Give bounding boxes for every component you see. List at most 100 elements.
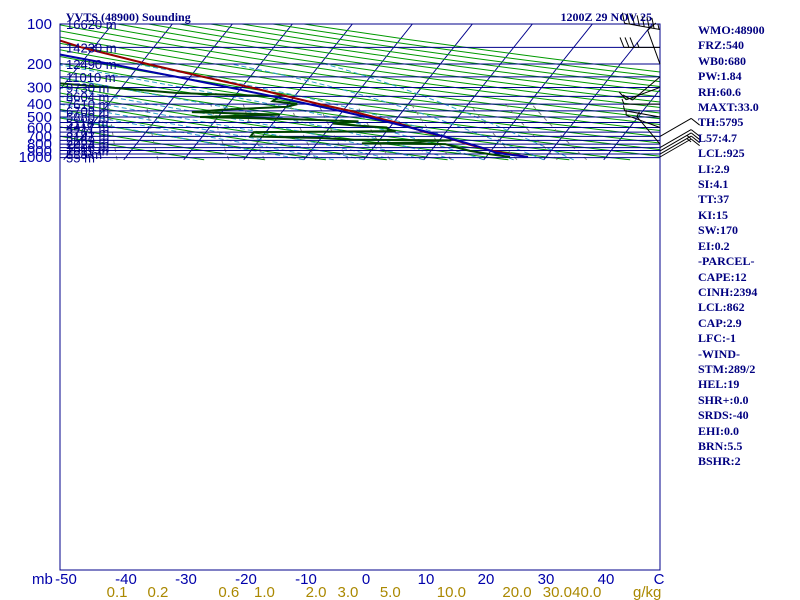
index-item: BSHR:2 xyxy=(698,454,741,469)
height-label: 6708 m xyxy=(66,104,109,119)
mixing-ratio-tick-label: 0.6 xyxy=(218,584,239,600)
index-item: SHR+:0.0 xyxy=(698,392,749,407)
mixing-ratio-line xyxy=(108,104,118,160)
wind-barb-flag xyxy=(636,111,640,117)
dry-adiabat-line xyxy=(241,24,660,83)
wind-barb-staff xyxy=(626,114,661,128)
height-label: 3147 m xyxy=(66,129,109,144)
isotherm-line xyxy=(363,24,473,161)
index-item: LCL:862 xyxy=(698,300,745,315)
isotherm-line xyxy=(63,24,173,161)
wind-barb xyxy=(647,22,661,65)
mixing-ratio-tick-label: 40.0 xyxy=(572,584,601,600)
index-item: -PARCEL- xyxy=(698,254,755,269)
moist-adiabat-line xyxy=(60,95,394,161)
wind-barb-flag xyxy=(624,37,630,48)
plot-border xyxy=(59,23,661,571)
wind-barb-staff xyxy=(636,116,661,145)
index-item: CAPE:12 xyxy=(698,269,747,284)
wind-barb-staff xyxy=(624,110,661,118)
pressure-tick-label: 400 xyxy=(27,96,52,113)
height-label: 11010 m xyxy=(66,70,116,85)
height-label: 9730 m xyxy=(66,80,109,95)
temperature-tick-label: 40 xyxy=(598,571,615,588)
pressure-tick-label: 600 xyxy=(27,119,52,136)
wind-barb-flag xyxy=(622,105,626,111)
dry-adiabat-line xyxy=(60,30,660,120)
moist-adiabat-line xyxy=(231,63,544,161)
index-item: CAP:2.9 xyxy=(698,315,742,330)
plot-frame xyxy=(59,23,661,571)
index-item: RH:60.6 xyxy=(698,84,741,99)
wind-barb-staff xyxy=(659,129,692,149)
temperature-tick-label: -10 xyxy=(295,571,317,588)
wind-barb-staff xyxy=(659,117,692,137)
wind-barb-flag xyxy=(621,12,626,24)
index-item: EHI:0.0 xyxy=(698,423,740,438)
index-item: KI:15 xyxy=(698,207,728,222)
wind-barb-staff xyxy=(647,30,661,65)
temperature-tick-label: -20 xyxy=(235,571,257,588)
index-item: CINH:2394 xyxy=(698,284,758,299)
wind-barb-staff xyxy=(659,138,692,158)
dry-adiabat-line xyxy=(210,24,660,88)
mixing-ratio-tick-label: 5.0 xyxy=(380,584,401,600)
dry-adiabat-line xyxy=(86,24,660,108)
wind-barb xyxy=(659,138,700,158)
dry-adiabat-line xyxy=(60,42,660,132)
wind-barb-flag xyxy=(622,94,633,101)
pressure-tick-label: 1000 xyxy=(19,149,52,166)
mixing-ratio-tick-label: 0.2 xyxy=(148,584,169,600)
dry-adiabat-line xyxy=(60,49,660,138)
index-item: STM:289/2 xyxy=(698,361,756,376)
profile-lines xyxy=(60,39,529,158)
mixing-ratio-line xyxy=(356,103,391,161)
wind-barb xyxy=(621,12,661,30)
wind-barb-flag xyxy=(636,15,640,26)
dewpoint-line xyxy=(60,82,511,158)
index-item: MAXT:33.0 xyxy=(698,100,759,115)
wind-barb xyxy=(618,86,661,101)
height-label: 1011 m xyxy=(66,143,108,158)
wind-barb xyxy=(621,98,660,105)
pressure-tick-label: 300 xyxy=(27,79,52,96)
pressure-tick-label: 800 xyxy=(27,136,52,153)
wind-barb xyxy=(659,117,700,137)
mixing-ratio-tick-label: 0.1 xyxy=(107,584,128,600)
height-label: 55 m xyxy=(66,151,95,166)
pressure-tick-label: 100 xyxy=(27,16,52,33)
height-label: 14230 m xyxy=(66,40,117,55)
index-item: PW:1.84 xyxy=(698,69,742,84)
index-item: SW:170 xyxy=(698,223,739,238)
height-label: 8604 m xyxy=(66,89,109,104)
wind-barb-flag xyxy=(619,37,625,48)
temperature-tick-label: -50 xyxy=(55,571,77,588)
wind-barb-flag xyxy=(646,16,650,28)
index-item: BRN:5.5 xyxy=(698,438,743,453)
mixing-ratio-tick-label: 30.0 xyxy=(543,584,572,600)
wind-barb-staff xyxy=(659,132,692,152)
index-item: LI:2.9 xyxy=(698,161,730,176)
wind-barb-flag xyxy=(647,22,657,31)
wind-barb-flag xyxy=(621,98,625,105)
wind-barb-flag xyxy=(690,118,700,126)
temperature-tick-label: 20 xyxy=(478,571,495,588)
height-label: 16620 m xyxy=(66,17,117,32)
mixing-ratio-tick-label: 20.0 xyxy=(502,584,531,600)
isotherm-line xyxy=(183,24,293,161)
mixing-ratio-tick-label: 1.0 xyxy=(254,584,275,600)
index-item: FRZ:540 xyxy=(698,38,744,53)
moist-adiabat-line xyxy=(60,110,334,161)
wind-barb-flag xyxy=(636,42,640,48)
mixing-ratio-line xyxy=(505,103,558,161)
index-item: LFC:-1 xyxy=(698,331,736,346)
isotherm-line xyxy=(423,24,533,161)
wind-barb-flag xyxy=(629,37,635,48)
height-label: 2024 m xyxy=(66,137,109,152)
isotherm-line xyxy=(60,24,113,91)
temperature-unit-label: C xyxy=(654,571,665,588)
wind-barb-flag xyxy=(690,129,700,137)
